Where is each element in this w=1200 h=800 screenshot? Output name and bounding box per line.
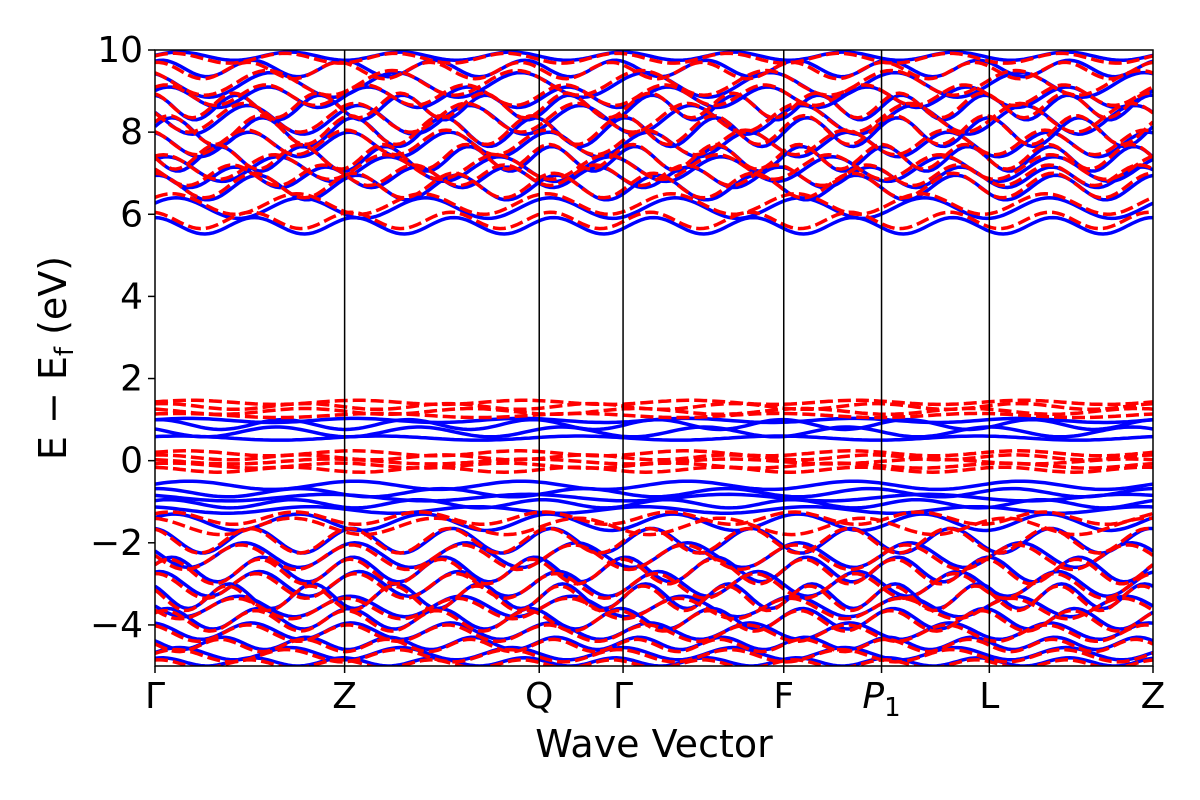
band-dashed-14 (155, 398, 1153, 407)
y-tick-label: 2 (120, 359, 143, 400)
y-tick-label: −2 (90, 523, 143, 564)
kpoint-separators (343, 50, 991, 666)
y-axis-label: E − Ef (eV) (31, 256, 80, 460)
band-solid-12 (155, 196, 1153, 221)
band-solid-33 (155, 645, 1153, 662)
band-dashed-35 (155, 658, 1153, 666)
band-dashed-15 (155, 401, 1153, 412)
plot-area (155, 50, 1153, 666)
x-axis: Γ Z Q Γ F P1 L Z (145, 666, 1165, 723)
y-tick-label: 6 (120, 194, 143, 235)
x-tick-label: L (979, 676, 999, 717)
x-axis-label: Wave Vector (535, 722, 773, 766)
band-dashed-10 (155, 163, 1153, 188)
band-dashed-33 (155, 637, 1153, 654)
band-dashed-7 (155, 128, 1153, 157)
band-dashed-3 (155, 83, 1153, 108)
band-dashed-31 (155, 608, 1153, 633)
band-dashed-28 (155, 571, 1153, 600)
x-tick-label: F (773, 676, 794, 717)
band-solid-0 (155, 50, 1153, 63)
y-tick-label: 4 (120, 276, 143, 317)
y-tick-label: 10 (97, 30, 143, 71)
band-dashed-11 (155, 171, 1153, 200)
x-tick-label: Γ (613, 676, 633, 717)
band-solid-29 (155, 594, 1153, 619)
band-dashed-24 (155, 516, 1153, 537)
band-dashed-34 (155, 647, 1153, 664)
band-dashed-23 (155, 510, 1153, 527)
band-solid-22 (155, 504, 1153, 515)
band-solid-23 (155, 512, 1153, 533)
x-tick-label: Z (1141, 676, 1166, 717)
x-tick-label: P1 (862, 676, 900, 723)
band-dashed-25 (155, 526, 1153, 555)
band-dashed-6 (155, 113, 1153, 147)
band-solid-31 (155, 621, 1153, 642)
band-solid-16 (155, 425, 1153, 439)
band-dashed-17 (155, 411, 1153, 420)
y-tick-label: 0 (120, 441, 143, 482)
x-tick-label: Γ (145, 676, 165, 717)
y-tick-label: 8 (120, 112, 143, 153)
band-dashed-5 (155, 101, 1153, 134)
band-solid-5 (155, 103, 1153, 136)
band-dashed-27 (155, 557, 1153, 586)
band-solid-8 (155, 144, 1153, 173)
band-solid-13 (155, 215, 1153, 236)
plot-frame (154, 49, 1154, 667)
y-tick-label: −4 (90, 605, 143, 646)
band-dashed-13 (155, 210, 1153, 231)
band-solid-19 (155, 486, 1153, 499)
band-dashed-16 (155, 406, 1153, 417)
band-solid-18 (155, 479, 1153, 492)
band-dashed-21 (155, 461, 1153, 470)
x-tick-label: Z (332, 676, 357, 717)
band-dashed-19 (155, 453, 1153, 462)
band-dashed-18 (155, 449, 1153, 458)
band-dashed-0 (155, 51, 1153, 65)
x-tick-label: Q (525, 676, 553, 717)
band-dashed-32 (155, 623, 1153, 644)
band-solid-17 (155, 434, 1153, 442)
band-solid-28 (155, 582, 1153, 611)
band-dashed-2 (155, 68, 1153, 97)
band-dashed-12 (155, 191, 1153, 217)
band-dashed-22 (155, 465, 1153, 474)
y-axis: −4 −2 0 2 4 6 8 10 (90, 30, 155, 646)
band-dashed-1 (155, 60, 1153, 81)
